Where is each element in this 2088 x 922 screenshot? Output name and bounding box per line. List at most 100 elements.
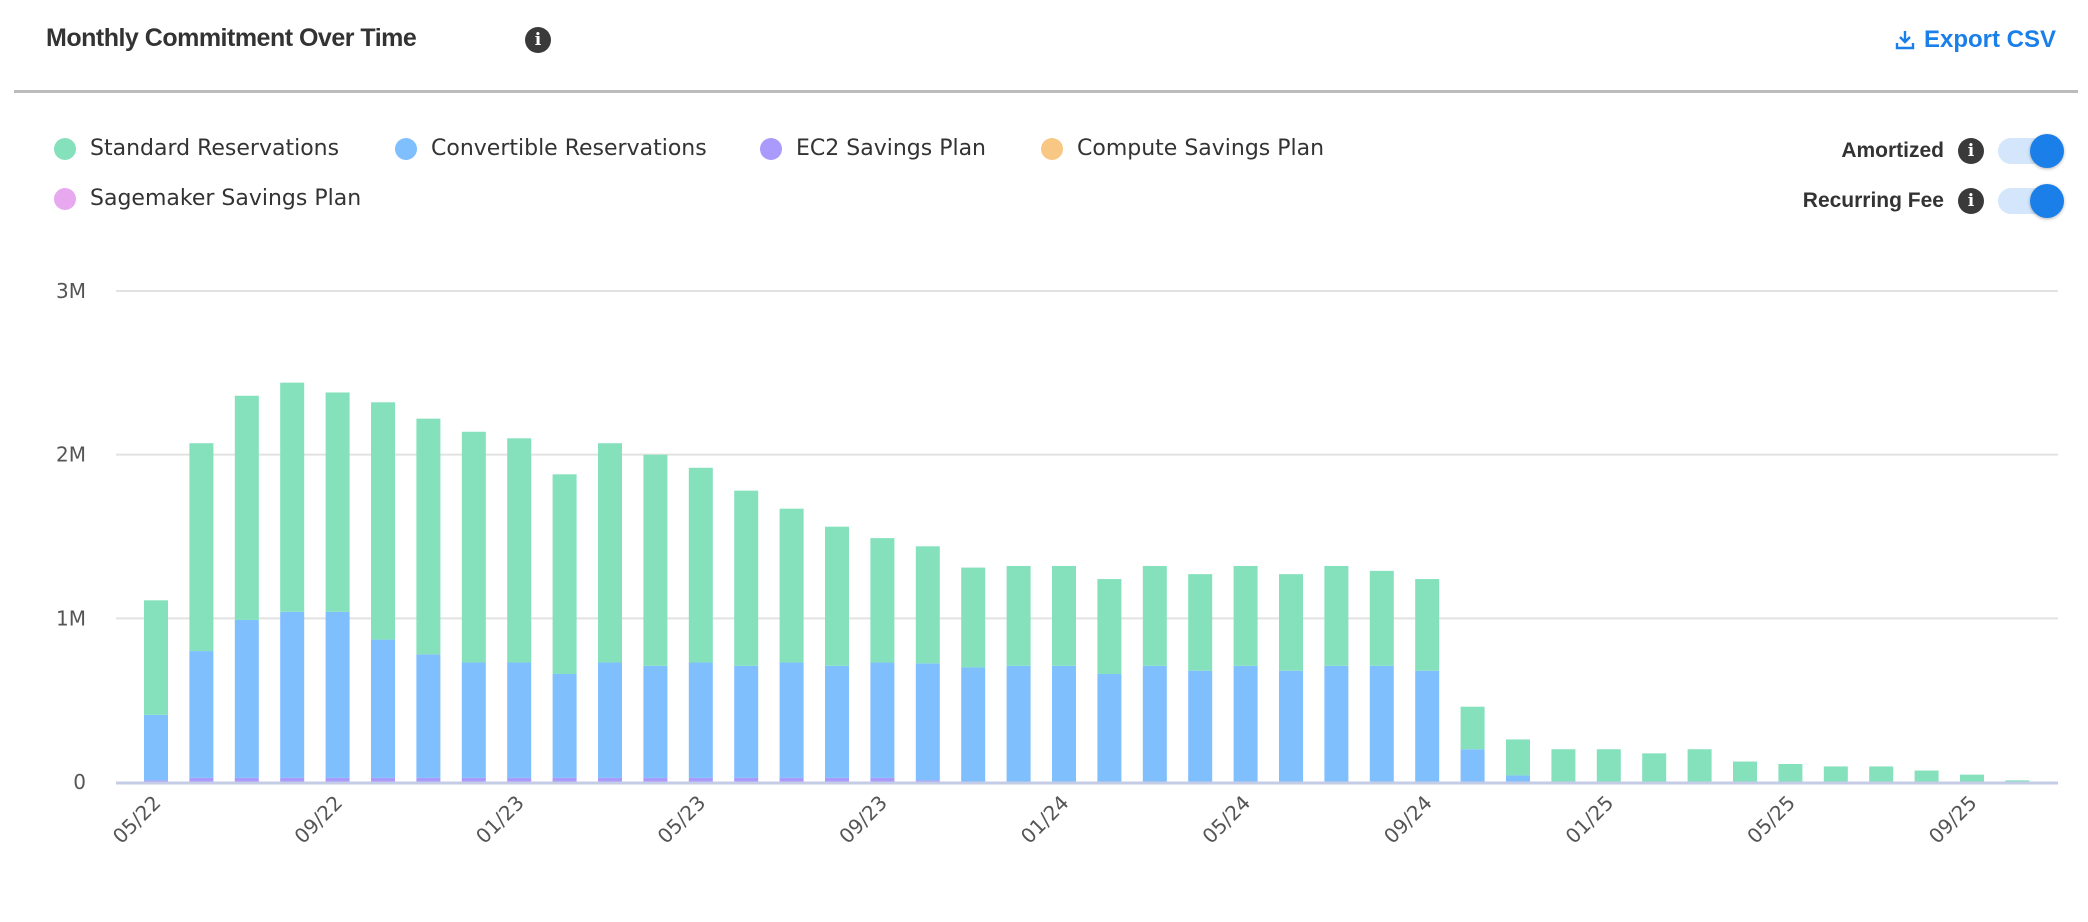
bar-segment-standard-reservations [825, 526, 849, 666]
recurring-fee-toggle[interactable] [1998, 184, 2064, 218]
bar-segment-standard-reservations [915, 546, 940, 664]
toggle-knob [2030, 184, 2064, 218]
legend-item-ec2-savings-plan[interactable]: EC2 Savings Plan [760, 136, 986, 161]
bar-segment-ec2-savings-plan [915, 780, 940, 782]
bar-segment-convertible-reservations [325, 611, 350, 778]
bar-segment-convertible-reservations [1142, 665, 1167, 782]
bar-segment-standard-reservations [1642, 753, 1667, 782]
bar-segment-convertible-reservations [144, 714, 168, 781]
bar-segment-convertible-reservations [825, 665, 849, 778]
legend-item-compute-savings-plan[interactable]: Compute Savings Plan [1041, 136, 1324, 161]
bar-segment-ec2-savings-plan [416, 777, 441, 782]
y-tick-label: 2M [56, 443, 86, 467]
bar-segment-standard-reservations [1687, 749, 1712, 782]
x-tick-label: 01/25 [1561, 791, 1619, 849]
bar-segment-standard-reservations [461, 431, 486, 663]
bar-segment-convertible-reservations [416, 654, 441, 778]
bar-segment-ec2-savings-plan [461, 777, 486, 782]
bar-segment-standard-reservations [1369, 570, 1394, 666]
bar-segment-convertible-reservations [371, 639, 395, 778]
amortized-label: Amortized [1841, 139, 1944, 162]
bar-segment-standard-reservations [1142, 565, 1167, 666]
bar-segment-standard-reservations [1823, 766, 1848, 782]
bar-segment-convertible-reservations [598, 662, 622, 778]
export-label: Export CSV [1923, 26, 2056, 53]
bar-segment-standard-reservations [507, 438, 532, 663]
amortized-toggle[interactable] [1998, 134, 2064, 168]
bar-segment-standard-reservations [1869, 766, 1894, 782]
y-tick-label: 3M [56, 279, 86, 303]
bar-segment-convertible-reservations [507, 662, 532, 778]
bar-segment-standard-reservations [1460, 706, 1485, 750]
bar-segment-convertible-reservations [1460, 749, 1485, 782]
bar-segment-standard-reservations [1279, 574, 1303, 671]
bar-segment-standard-reservations [1778, 763, 1803, 782]
bar-segment-convertible-reservations [1097, 673, 1122, 782]
y-tick-label: 1M [56, 606, 86, 630]
bar-segment-ec2-savings-plan [280, 777, 305, 782]
bar-segment-convertible-reservations [1324, 665, 1349, 782]
bar-segment-convertible-reservations [1279, 670, 1303, 782]
toggle-knob [2030, 134, 2064, 168]
bar-segment-standard-reservations [598, 443, 622, 663]
legend-dot [54, 187, 76, 210]
x-tick-label: 09/25 [1924, 791, 1982, 849]
bar-segment-standard-reservations [779, 508, 804, 663]
bar-segment-ec2-savings-plan [734, 777, 759, 782]
x-tick-label: 09/22 [289, 791, 347, 849]
bar-segment-convertible-reservations [1233, 665, 1258, 782]
info-icon[interactable]: i [1958, 188, 1984, 214]
export-csv-button[interactable]: Export CSV [1894, 26, 2056, 54]
bar-segment-ec2-savings-plan [779, 777, 804, 782]
bar-segment-standard-reservations [144, 600, 168, 715]
bar-segment-convertible-reservations [1188, 670, 1213, 782]
legend-item-convertible-reservations[interactable]: Convertible Reservations [395, 136, 707, 161]
legend-dot [1041, 137, 1063, 160]
y-tick-label: 0 [73, 770, 86, 794]
bar-segment-ec2-savings-plan [371, 777, 395, 782]
legend-item-standard-reservations[interactable]: Standard Reservations [54, 136, 339, 161]
recurring-fee-label: Recurring Fee [1802, 189, 1944, 212]
bar-segment-standard-reservations [280, 382, 305, 612]
bar-segment-convertible-reservations [552, 673, 577, 778]
bar-segment-standard-reservations [1052, 565, 1076, 666]
bar-segment-standard-reservations [1914, 770, 1939, 782]
legend-item-sagemaker-savings-plan[interactable]: Sagemaker Savings Plan [54, 186, 361, 211]
bar-segment-standard-reservations [1506, 739, 1530, 776]
info-icon[interactable]: i [1958, 138, 1984, 164]
bar-segment-convertible-reservations [961, 667, 986, 782]
bar-segment-ec2-savings-plan [688, 777, 713, 782]
bar-segment-ec2-savings-plan [825, 777, 849, 782]
amortized-row: Amortized i [1841, 134, 2064, 168]
page-title: Monthly Commitment Over Time [46, 24, 417, 52]
legend-dot [760, 137, 782, 160]
recurring-fee-row: Recurring Fee i [1802, 184, 2064, 218]
bar-segment-standard-reservations [1324, 565, 1349, 666]
legend-label: Standard Reservations [90, 136, 340, 161]
bar-segment-convertible-reservations [734, 665, 759, 778]
bar-segment-convertible-reservations [1369, 665, 1394, 782]
x-tick-label: 01/24 [1016, 791, 1074, 849]
bar-segment-standard-reservations [1006, 565, 1031, 666]
bar-segment-standard-reservations [416, 418, 441, 655]
legend-label: EC2 Savings Plan [796, 136, 986, 161]
bar-segment-convertible-reservations [234, 619, 259, 778]
bar-segment-convertible-reservations [189, 651, 214, 778]
x-tick-label: 09/23 [834, 791, 892, 849]
bar-segment-convertible-reservations [779, 662, 804, 778]
bar-segment-convertible-reservations [1506, 775, 1530, 782]
legend-dot [395, 137, 417, 160]
bar-segment-standard-reservations [643, 454, 668, 666]
bar-segment-standard-reservations [189, 443, 214, 652]
bar-segment-standard-reservations [734, 490, 759, 666]
bar-segment-standard-reservations [961, 567, 986, 668]
bar-segment-standard-reservations [688, 467, 713, 663]
download-icon [1895, 31, 1915, 50]
bar-segment-convertible-reservations [870, 662, 895, 778]
info-icon[interactable]: i [525, 27, 551, 53]
x-tick-label: 05/23 [653, 791, 711, 849]
bar-segment-ec2-savings-plan [552, 777, 577, 782]
bar-segment-ec2-savings-plan [325, 777, 350, 782]
bar-segment-standard-reservations [234, 395, 259, 620]
